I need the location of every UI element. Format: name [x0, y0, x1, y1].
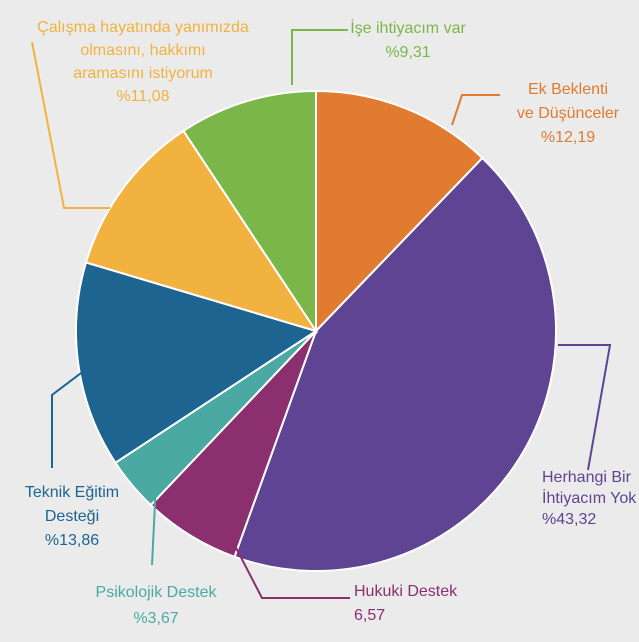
- leader-lines: [31, 29, 612, 599]
- slice-label-ise: İşe ihtiyacım var %9,31: [350, 18, 466, 61]
- slice-value-ise: %9,31: [385, 44, 430, 61]
- slice-label-psikolojik: Psikolojik Destek %3,67: [96, 584, 218, 627]
- slice-value-calisma: %11,08: [116, 88, 169, 105]
- slice-label-hukuki: Hukuki Destek 6,57: [354, 583, 458, 624]
- leader-line-psikolojik: [151, 461, 158, 566]
- pie-slice-teknik: [75, 261, 319, 465]
- leader-line-calisma: [31, 41, 110, 209]
- leader-line-ise: [291, 29, 348, 85]
- pie-slice-ek: [315, 89, 484, 334]
- leader-line-hukuki: [231, 539, 350, 599]
- pie-slice-herhangi: [233, 156, 558, 572]
- pie-slices: [75, 89, 558, 572]
- pie-slice-ise: [182, 89, 317, 335]
- slice-value-psikolojik: %3,67: [133, 610, 178, 627]
- slice-name-hukuki: Hukuki Destek: [354, 583, 458, 600]
- slice-name-ise: İşe ihtiyacım var: [350, 18, 466, 37]
- slice-value-hukuki: 6,57: [354, 607, 385, 624]
- slice-name-teknik: Teknik Eğitim: [25, 484, 119, 501]
- slice-value-teknik: %13,86: [45, 532, 99, 549]
- slice-name-teknik: Desteği: [45, 508, 99, 525]
- slice-label-teknik: Teknik Eğitim Desteği %13,86: [25, 484, 119, 549]
- slice-value-herhangi: %43,32: [542, 511, 596, 528]
- slice-label-herhangi: Herhangi Bir İhtiyacım Yok %43,32: [542, 469, 637, 528]
- pie-slice-calisma: [84, 129, 319, 333]
- slice-labels: Ek Beklenti ve Düşünceler %12,19 Herhangi B…: [25, 18, 637, 627]
- leader-line-ek: [451, 94, 500, 126]
- slice-name-ek: Ek Beklenti: [528, 81, 608, 98]
- slice-label-ek: Ek Beklenti ve Düşünceler %12,19: [517, 81, 620, 146]
- slice-label-calisma: Çalışma hayatında yanımızda olmasını, hak…: [37, 19, 249, 105]
- slice-value-ek: %12,19: [541, 129, 595, 146]
- slice-name-herhangi: İhtiyacım Yok: [542, 488, 637, 507]
- slice-name-ek: ve Düşünceler: [517, 105, 620, 122]
- slice-name-herhangi: Herhangi Bir: [542, 469, 632, 486]
- slice-name-calisma: aramasını istiyorum: [73, 65, 213, 82]
- slice-name-calisma: olmasını, hakkımı: [80, 42, 205, 59]
- leader-line-teknik: [51, 341, 123, 468]
- slice-name-psikolojik: Psikolojik Destek: [96, 584, 218, 601]
- leader-line-herhangi: [558, 344, 612, 471]
- slice-name-calisma: Çalışma hayatında yanımızda: [37, 19, 249, 36]
